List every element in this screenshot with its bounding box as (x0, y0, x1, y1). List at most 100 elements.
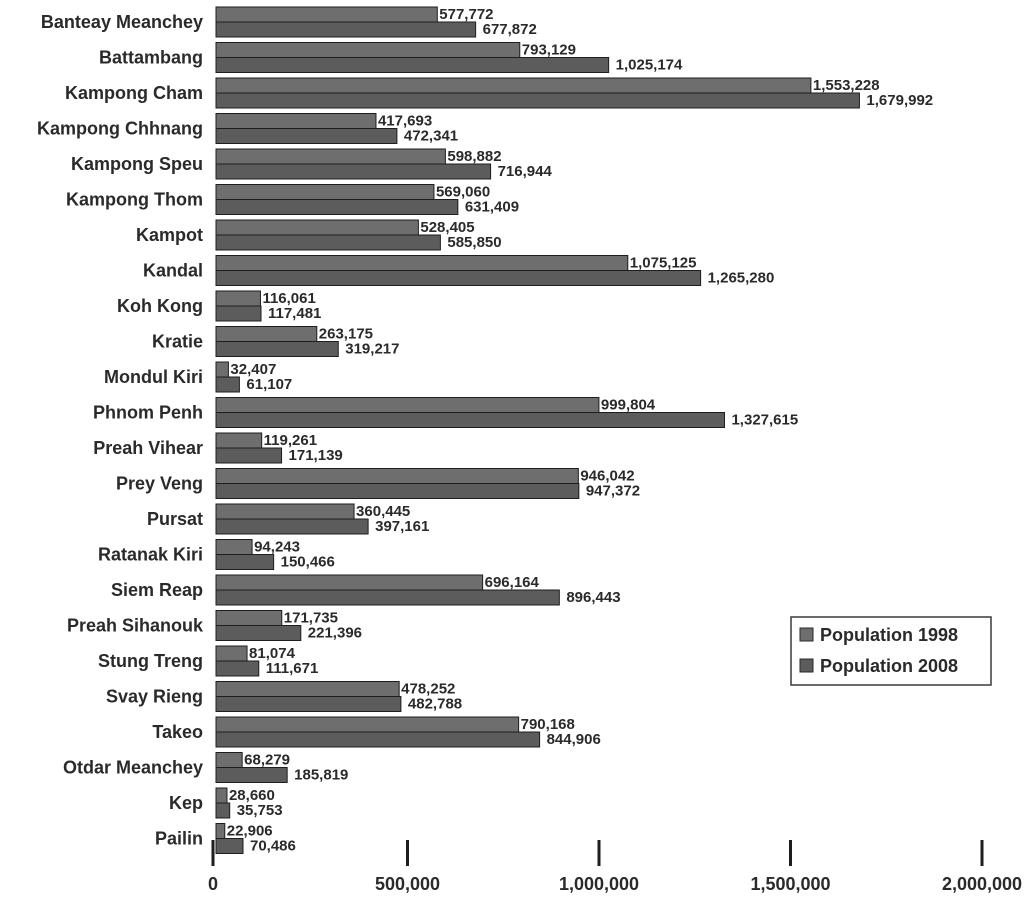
value-label-kampong-speu-1998: 598,882 (447, 148, 501, 165)
value-label-takeo-2008: 844,906 (547, 731, 601, 748)
bar-battambang-1998 (215, 42, 521, 58)
bar-mondul-kiri-1998 (215, 361, 229, 378)
category-label-kampong-chhnang: Kampong Chhnang (37, 119, 203, 139)
value-label-preah-vihear-1998: 119,261 (264, 432, 317, 449)
value-label-otdar-meanchey-1998: 68,279 (244, 752, 290, 769)
x-tick-1 (406, 840, 409, 866)
value-label-koh-kong-1998: 116,061 (262, 290, 315, 307)
bar-siem-reap-2008 (215, 589, 560, 606)
category-label-kampong-thom: Kampong Thom (66, 190, 203, 210)
value-label-pursat-2008: 397,161 (375, 518, 429, 535)
value-label-prey-veng-2008: 947,372 (586, 483, 640, 500)
bar-koh-kong-1998 (215, 290, 261, 307)
bar-preah-sihanouk-1998 (215, 610, 283, 626)
legend-swatch-2008 (799, 658, 814, 673)
x-tick-2 (597, 840, 601, 866)
bar-otdar-meanchey-2008 (215, 767, 288, 783)
bar-kep-1998 (215, 787, 228, 804)
category-label-kampong-speu: Kampong Speu (71, 154, 203, 174)
x-tick-label-0: 0 (208, 874, 218, 894)
value-label-ratanak-kiri-2008: 150,466 (281, 554, 335, 571)
value-label-siem-reap-2008: 896,443 (566, 589, 620, 606)
value-label-pailin-2008: 70,486 (250, 838, 296, 855)
category-label-stung-treng: Stung Treng (98, 651, 203, 671)
value-label-koh-kong-2008: 117,481 (268, 305, 321, 322)
category-label-prey-veng: Prey Veng (116, 474, 203, 494)
x-tick-3 (789, 840, 792, 866)
value-label-phnom-penh-1998: 999,804 (601, 397, 656, 414)
value-label-kampot-1998: 528,405 (420, 219, 474, 236)
bar-kampong-cham-2008 (215, 92, 860, 109)
value-label-kampong-cham-2008: 1,679,992 (866, 92, 933, 109)
bar-kep-2008 (215, 802, 231, 819)
value-label-kampong-thom-2008: 631,409 (465, 199, 519, 216)
value-label-kampong-thom-1998: 569,060 (436, 184, 490, 201)
bar-phnom-penh-1998 (215, 397, 600, 413)
value-label-kampong-cham-1998: 1,553,228 (813, 77, 880, 94)
value-label-stung-treng-1998: 81,074 (249, 645, 296, 662)
value-label-kep-2008: 35,753 (237, 802, 283, 819)
bar-kandal-2008 (215, 270, 702, 286)
bars-layer (215, 6, 860, 854)
bar-kampong-chhnang-2008 (215, 128, 398, 144)
value-label-preah-sihanouk-1998: 171,735 (284, 610, 338, 627)
value-label-kandal-1998: 1,075,125 (630, 255, 697, 272)
legend: Population 1998 Population 2008 (790, 616, 992, 686)
value-label-ratanak-kiri-1998: 94,243 (254, 539, 300, 556)
bar-takeo-2008 (215, 731, 541, 748)
value-label-kampong-chhnang-2008: 472,341 (404, 128, 458, 145)
bar-kampong-cham-1998 (215, 77, 812, 94)
bar-kampot-2008 (215, 234, 441, 251)
value-label-mondul-kiri-2008: 61,107 (246, 376, 292, 393)
bar-pursat-1998 (215, 503, 355, 520)
bar-banteay-meanchey-2008 (215, 21, 477, 38)
value-label-otdar-meanchey-2008: 185,819 (294, 767, 348, 784)
x-tick-4 (980, 840, 984, 866)
bar-otdar-meanchey-1998 (215, 752, 243, 768)
bar-pailin-1998 (215, 823, 226, 839)
value-label-pursat-1998: 360,445 (356, 503, 410, 520)
bar-kampot-1998 (215, 219, 419, 236)
legend-swatch-1998 (799, 627, 814, 642)
category-label-pursat: Pursat (147, 509, 203, 529)
value-label-battambang-2008: 1,025,174 (616, 57, 683, 74)
value-label-mondul-kiri-1998: 32,407 (230, 361, 276, 378)
bar-kandal-1998 (215, 255, 629, 271)
category-label-banteay-meanchey: Banteay Meanchey (41, 12, 203, 32)
category-label-battambang: Battambang (99, 48, 203, 68)
value-label-svay-rieng-2008: 482,788 (408, 696, 462, 713)
category-label-phnom-penh: Phnom Penh (93, 403, 203, 423)
bar-prey-veng-2008 (215, 483, 580, 499)
bar-kampong-thom-1998 (215, 184, 435, 200)
value-label-stung-treng-2008: 111,671 (266, 660, 319, 677)
legend-box (790, 616, 992, 686)
bar-pursat-2008 (215, 518, 369, 535)
bar-svay-rieng-1998 (215, 681, 400, 697)
value-label-preah-vihear-2008: 171,139 (289, 447, 343, 464)
bar-ratanak-kiri-1998 (215, 539, 253, 555)
category-label-kampot: Kampot (136, 225, 203, 245)
bar-ratanak-kiri-2008 (215, 554, 275, 570)
legend-label-1998: Population 1998 (820, 625, 958, 645)
bar-preah-sihanouk-2008 (215, 625, 302, 641)
bar-stung-treng-2008 (215, 660, 260, 677)
x-tick-0 (211, 840, 215, 866)
value-label-preah-sihanouk-2008: 221,396 (308, 625, 362, 642)
x-tick-label-4: 2,000,000 (942, 874, 1022, 894)
bar-kampong-speu-1998 (215, 148, 446, 165)
value-label-takeo-1998: 790,168 (521, 716, 575, 733)
value-label-kampong-speu-2008: 716,944 (498, 163, 553, 180)
bar-pailin-2008 (215, 838, 244, 854)
bar-siem-reap-1998 (215, 574, 484, 591)
x-tick-label-2: 1,000,000 (559, 874, 639, 894)
value-label-banteay-meanchey-2008: 677,872 (483, 21, 537, 38)
category-label-otdar-meanchey: Otdar Meanchey (63, 758, 203, 778)
category-label-siem-reap: Siem Reap (111, 580, 203, 600)
bar-stung-treng-1998 (215, 645, 248, 662)
category-labels-layer: Banteay Meanchey Battambang Kampong Cham Ka… (37, 12, 204, 849)
category-label-mondul-kiri: Mondul Kiri (104, 367, 203, 387)
value-labels-layer: 577,772677,872793,1291,025,1741,553,2281… (227, 6, 933, 855)
category-label-preah-sihanouk: Preah Sihanouk (67, 616, 204, 636)
category-label-kratie: Kratie (152, 332, 203, 352)
